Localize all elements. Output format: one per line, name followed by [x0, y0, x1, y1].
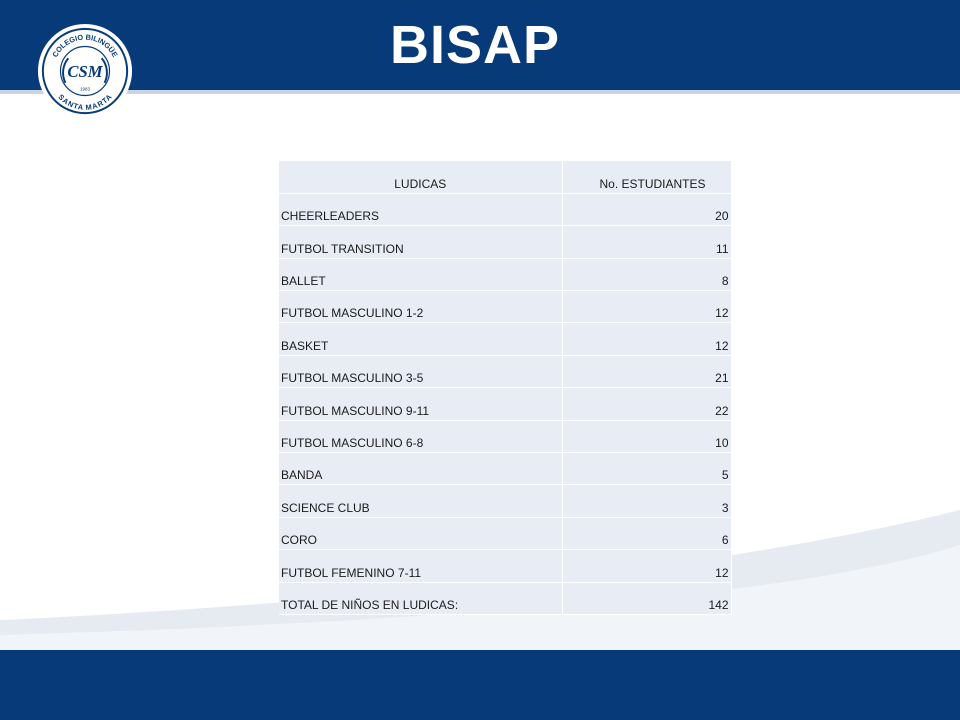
column-header-ludicas: LUDICAS: [279, 161, 563, 194]
table-header-row: LUDICAS No. ESTUDIANTES: [279, 161, 732, 194]
table-row: BANDA 5: [279, 452, 732, 486]
slide-title: BISAP: [389, 15, 561, 75]
logo-year: 1983: [80, 87, 90, 92]
activity-name-cell: FUTBOL MASCULINO 3-5: [279, 355, 563, 389]
student-count-cell: 8: [562, 258, 732, 292]
table-row: BALLET 8: [279, 258, 732, 292]
activity-name-cell: FUTBOL MASCULINO 6-8: [279, 420, 563, 454]
student-count-cell: 12: [562, 290, 732, 324]
activity-name-cell: BASKET: [279, 322, 563, 356]
table-row: FUTBOL MASCULINO 9-11 22: [279, 387, 732, 421]
header-band: [0, 0, 960, 90]
student-count-cell: 12: [562, 549, 732, 583]
activity-name-cell: CORO: [279, 517, 563, 551]
activities-table: LUDICAS No. ESTUDIANTES CHEERLEADERS 20 FU…: [279, 161, 732, 615]
student-count-cell: 21: [562, 355, 732, 389]
footer-band: [0, 650, 960, 720]
table-row: FUTBOL MASCULINO 3-5 21: [279, 355, 732, 389]
activity-name-cell: BALLET: [279, 258, 563, 292]
activity-name-cell: SCIENCE CLUB: [279, 484, 563, 518]
student-count-cell: 6: [562, 517, 732, 551]
student-count-cell: 22: [562, 387, 732, 421]
table-row: SCIENCE CLUB 3: [279, 484, 732, 518]
school-logo: COLEGIO BILINGÜE SANTA MARTA CSM 1983: [37, 23, 133, 119]
student-count-cell: 12: [562, 322, 732, 356]
table-row: CORO 6: [279, 517, 732, 551]
student-count-cell: 20: [562, 193, 732, 227]
activity-name-cell: FUTBOL FEMENINO 7-11: [279, 549, 563, 583]
header-divider: [0, 90, 960, 94]
student-count-cell: 5: [562, 452, 732, 486]
table-row: TOTAL DE NIÑOS EN LUDICAS: 142: [279, 582, 732, 615]
activity-name-cell: CHEERLEADERS: [279, 193, 563, 227]
table-row: BASKET 12: [279, 322, 732, 356]
activity-name-cell: FUTBOL TRANSITION: [279, 225, 563, 259]
table-row: FUTBOL TRANSITION 11: [279, 225, 732, 259]
student-count-cell: 3: [562, 484, 732, 518]
table-row: FUTBOL FEMENINO 7-11 12: [279, 549, 732, 583]
table-row: FUTBOL MASCULINO 1-2 12: [279, 290, 732, 324]
logo-monogram: CSM: [67, 62, 103, 81]
table-row: CHEERLEADERS 20: [279, 193, 732, 227]
student-count-cell: 10: [562, 420, 732, 454]
activity-name-cell: FUTBOL MASCULINO 1-2: [279, 290, 563, 324]
activity-name-cell: BANDA: [279, 452, 563, 486]
student-count-cell: 11: [562, 225, 732, 259]
column-header-estudiantes: No. ESTUDIANTES: [562, 161, 732, 194]
student-count-cell: 142: [562, 582, 732, 615]
activity-name-cell: FUTBOL MASCULINO 9-11: [279, 387, 563, 421]
table-row: FUTBOL MASCULINO 6-8 10: [279, 420, 732, 454]
activity-name-cell: TOTAL DE NIÑOS EN LUDICAS:: [279, 582, 563, 615]
background-swoosh: [0, 510, 960, 660]
